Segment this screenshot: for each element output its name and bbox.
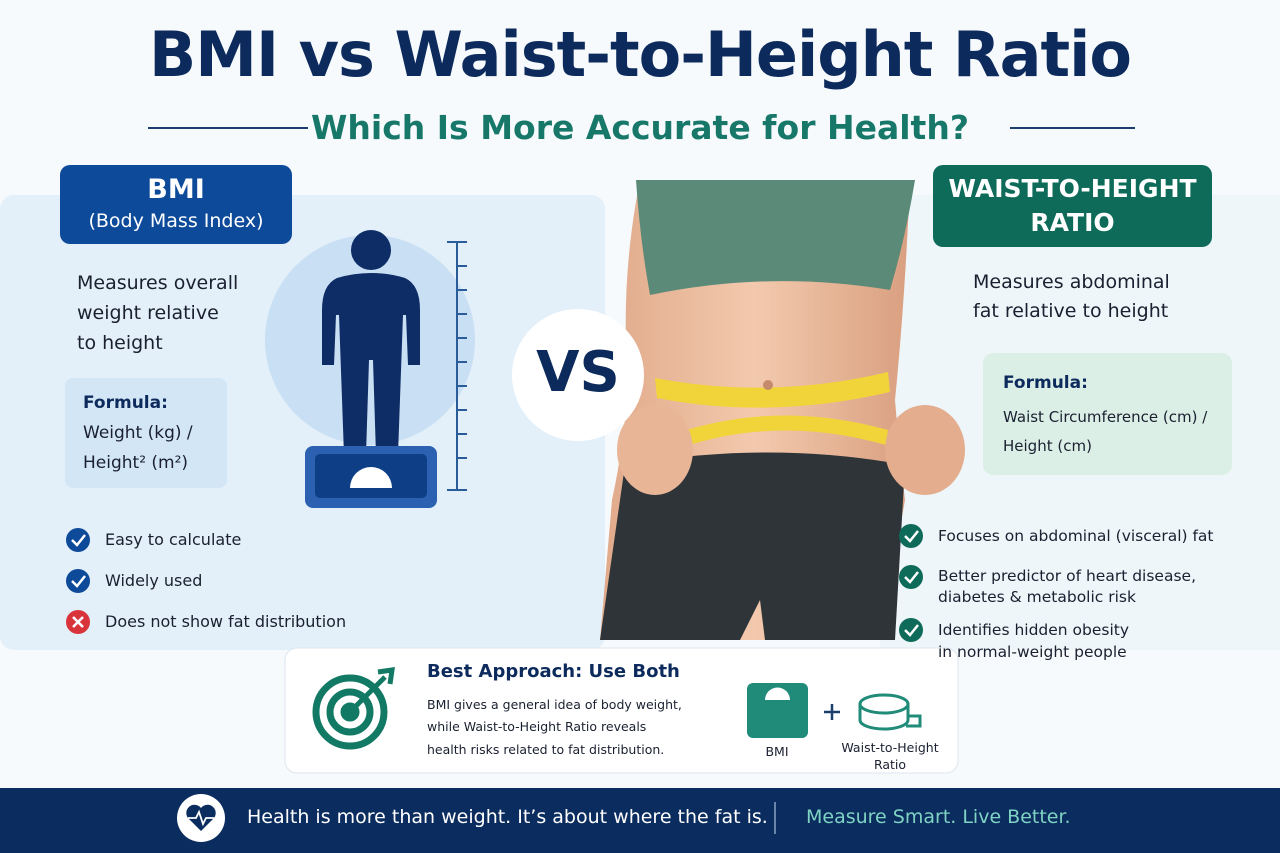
tape [655, 372, 890, 408]
plus [824, 704, 840, 720]
bmi-subheading: (Body Mass Index) [88, 210, 264, 232]
ruler [447, 241, 467, 491]
check-icon [66, 528, 90, 552]
whtr-point: Better predictor of heart disease, [938, 567, 1196, 585]
footer-slogan: Measure Smart. Live Better. [806, 806, 1071, 828]
best-text: health risks related to fat distribution… [427, 742, 665, 757]
vs: VS [536, 340, 620, 405]
best-title: Best Approach: Use Both [427, 661, 680, 682]
whtr-point: Identifies hidden obesity [938, 621, 1130, 639]
bmi-formula: Weight (kg) / [83, 423, 193, 443]
whtr-formula-box [983, 353, 1232, 475]
leggings [600, 452, 905, 640]
person-head [351, 230, 391, 270]
tape [680, 415, 888, 447]
best-box [284, 647, 959, 774]
bmi-pro: Easy to calculate [105, 530, 242, 549]
whtr-point: in normal-weight people [938, 643, 1127, 661]
vs-circle [512, 309, 644, 441]
bmi-icon-dial [765, 687, 790, 700]
footer-tagline: Health is more than weight. It’s about w… [247, 806, 768, 828]
target-icon [312, 667, 395, 750]
bmi-pro: Widely used [105, 571, 203, 590]
whtr-formula: Waist Circumference (cm) / [1003, 408, 1208, 426]
bmi-formula-box [65, 378, 227, 488]
whtr-description: Measures abdominal [973, 271, 1170, 293]
whtr-formula: Height (cm) [1003, 437, 1092, 455]
whtr-point: diabetes & metabolic risk [938, 588, 1136, 606]
bmi-icon-label: BMI [765, 744, 789, 759]
hand [885, 405, 965, 495]
navel [763, 380, 773, 390]
bmi-con: Does not show fat distribution [105, 612, 347, 631]
whtr-heading: WAIST-TO-HEIGHT [948, 174, 1197, 203]
scale-dial [350, 467, 392, 488]
bmi-formula-label: Formula: [83, 393, 168, 413]
subtitle: Which Is More Accurate for Health? [311, 108, 969, 147]
whtr-icon-label: Ratio [873, 757, 907, 772]
whtr-checks [899, 524, 923, 642]
whtr-heading: RATIO [1030, 208, 1115, 237]
title: BMI vs Waist-to-Height Ratio [148, 18, 1132, 91]
hand [617, 405, 693, 495]
whtr-heading-box [933, 165, 1212, 247]
best-text: BMI gives a general idea of body weight, [427, 697, 682, 712]
pulse [188, 809, 214, 827]
check-mark [71, 534, 86, 547]
bmi-description: to height [77, 332, 163, 354]
bmi-formula: Height² (m²) [83, 453, 189, 473]
bmi-heading-box [60, 165, 292, 244]
bmi-icon [747, 683, 808, 738]
whtr-point: Focuses on abdominal (visceral) fat [938, 527, 1214, 545]
whtr-icon-label: Waist-to-Height [841, 740, 939, 755]
bmi-heading: BMI [147, 174, 205, 205]
top [636, 180, 915, 295]
person-body [322, 273, 420, 455]
whtr-description: fat relative to height [973, 300, 1169, 322]
bmi-description: weight relative [77, 302, 219, 324]
best-text: while Waist-to-Height Ratio reveals [427, 719, 647, 734]
check-icon [66, 569, 90, 593]
check-mark [71, 575, 86, 588]
whtr-formula-label: Formula: [1003, 373, 1088, 393]
bmi-description: Measures overall [77, 272, 239, 294]
tape-icon [858, 693, 922, 731]
cross-mark [72, 616, 84, 628]
